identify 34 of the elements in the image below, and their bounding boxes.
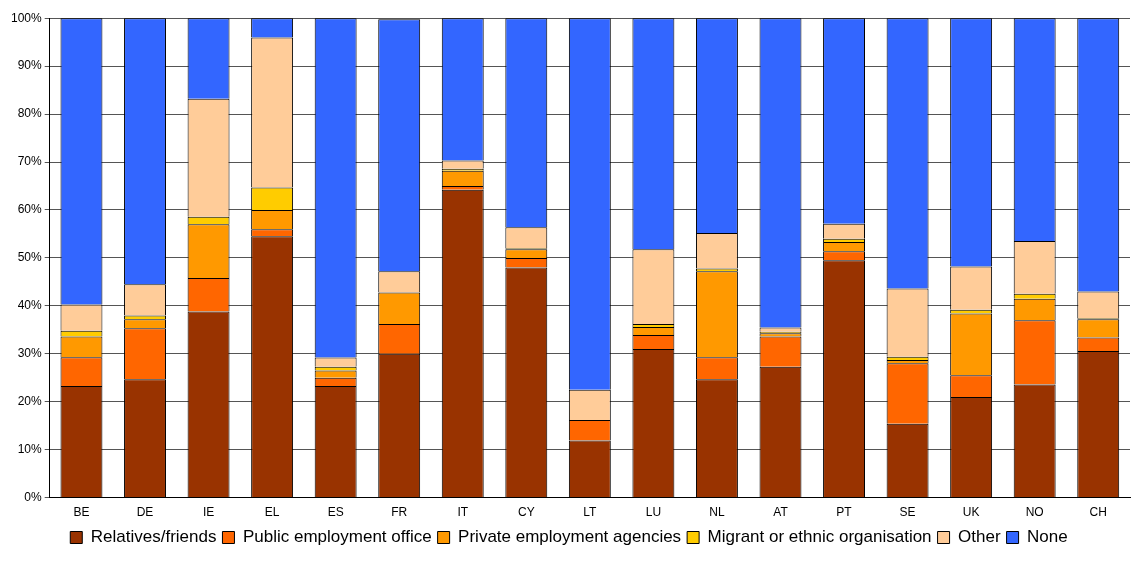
x-tick-label: LT [583,505,598,520]
x-tick-label: AT [773,505,789,520]
y-tick-label: 100% [10,10,43,25]
y-tick-label: 50% [17,250,43,265]
y-tick-label: 80% [17,106,43,121]
y-tick-label: 60% [17,202,43,217]
y-tick-label: 30% [17,346,43,361]
x-tick-label: UK [962,505,980,520]
y-tick-label: 70% [17,154,43,169]
x-tick-label: CH [1089,505,1107,520]
legend-label: Private employment agencies [458,527,682,547]
x-tick-label: ES [327,505,344,520]
y-tick-label: 40% [17,298,43,313]
y-tick-label: 10% [17,441,43,456]
legend-label: None [1027,527,1068,547]
legend-label: Migrant or ethnic organisation [707,527,932,547]
x-tick-label: PT [836,505,853,520]
y-tick-label: 90% [17,58,43,73]
x-tick-label: EL [264,505,280,520]
legend-label: Public employment office [242,527,432,547]
x-tick-label: LU [645,505,662,520]
x-tick-label: SE [899,505,916,520]
legend-label: Other [958,527,1001,547]
x-tick-label: FR [391,505,408,520]
x-tick-label: NL [709,505,725,520]
x-tick-label: IT [457,505,469,520]
y-tick-label: 20% [17,394,43,409]
x-tick-label: CY [517,505,535,520]
x-tick-label: IE [202,505,215,520]
x-tick-label: DE [136,505,154,520]
legend-label: Relatives/friends [90,527,217,547]
x-tick-label: NO [1025,505,1044,520]
x-tick-label: BE [73,505,90,520]
y-tick-label: 0% [24,489,43,504]
